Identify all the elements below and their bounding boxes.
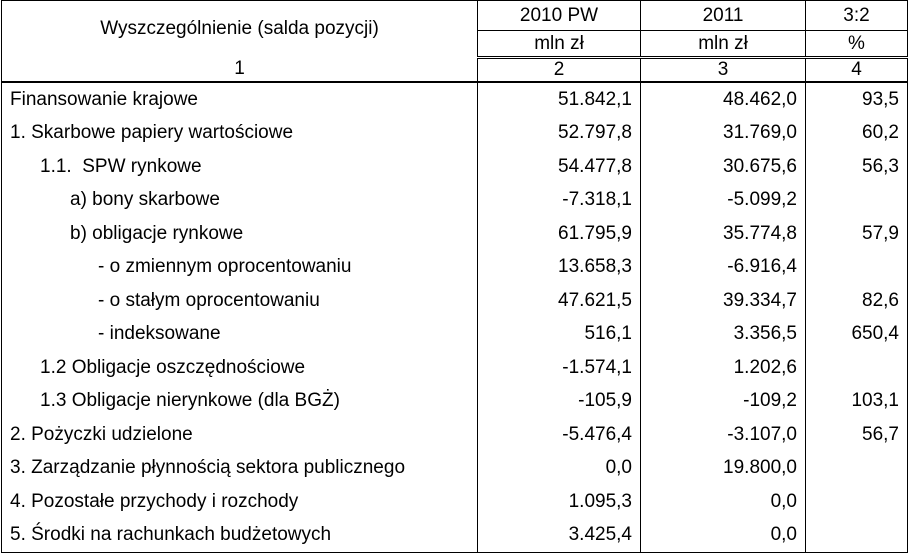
value-cell: -6.916,4: [640, 250, 806, 284]
value-cell: 60,2: [805, 116, 908, 150]
value-cell: 82,6: [805, 284, 908, 318]
header-row: mln zł mln zł %: [2, 30, 908, 59]
row-label: 3. Zarządzanie płynnością sektora public…: [1, 451, 478, 485]
table-row: b) obligacje rynkowe 61.795,9 35.774,8 57,9: [1, 217, 908, 251]
column-number: 1: [1, 57, 478, 83]
column-number: 3: [640, 57, 806, 83]
row-label: - o zmiennym oprocentowaniu: [1, 250, 478, 284]
row-label: 1.2 Obligacje oszczędnościowe: [1, 351, 478, 385]
value-cell: -5.476,4: [477, 418, 641, 452]
table-row: 3. Zarządzanie płynnością sektora public…: [1, 451, 908, 485]
row-label: 1. Skarbowe papiery wartościowe: [1, 116, 478, 150]
value-cell: -5.099,2: [640, 183, 806, 217]
value-cell: 3.425,4: [477, 518, 641, 553]
header-unit: mln zł: [640, 30, 806, 59]
value-cell: [805, 183, 908, 217]
table-row: 5. Środki na rachunkach budżetowych 3.425…: [1, 518, 908, 553]
value-cell: [805, 250, 908, 284]
row-label: 2. Pożyczki udzielone: [1, 418, 478, 452]
header-row: Wyszczególnienie (salda pozycji) 2010 PW…: [1, 0, 908, 58]
table-row: 2. Pożyczki udzielone -5.476,4 -3.107,0 56,…: [1, 418, 908, 452]
value-cell: 650,4: [805, 317, 908, 351]
header-unit: %: [805, 30, 908, 59]
table-row: 1.3 Obligacje nierynkowe (dla BGŻ) -105,9…: [1, 384, 908, 418]
value-cell: 47.621,5: [477, 284, 641, 318]
value-cell: [805, 451, 908, 485]
value-cell: 0,0: [640, 518, 806, 553]
row-label: 1.3 Obligacje nierynkowe (dla BGŻ): [1, 384, 478, 418]
table-row: - o stałym oprocentowaniu 47.621,5 39.334,…: [1, 284, 908, 318]
table-row: 4. Pozostałe przychody i rozchody 1.095,3…: [1, 485, 908, 519]
row-label: - o stałym oprocentowaniu: [1, 284, 478, 318]
value-cell: 56,3: [805, 150, 908, 184]
table-row: 1.1. SPW rynkowe 54.477,8 30.675,6 56,3: [1, 150, 908, 184]
value-cell: 39.334,7: [640, 284, 806, 318]
value-cell: 30.675,6: [640, 150, 806, 184]
value-cell: 54.477,8: [477, 150, 641, 184]
value-cell: 103,1: [805, 384, 908, 418]
column-number: 4: [805, 57, 908, 83]
value-cell: 13.658,3: [477, 250, 641, 284]
header-period: 3:2: [805, 0, 908, 31]
table-row: - o zmiennym oprocentowaniu 13.658,3 -6.91…: [1, 250, 908, 284]
header-period: 2010 PW: [477, 0, 641, 31]
value-cell: 48.462,0: [640, 82, 806, 117]
row-label: 1.1. SPW rynkowe: [1, 150, 478, 184]
value-cell: 516,1: [477, 317, 641, 351]
value-cell: [805, 351, 908, 385]
value-cell: 56,7: [805, 418, 908, 452]
value-cell: [805, 485, 908, 519]
value-cell: 0,0: [477, 451, 641, 485]
value-cell: -3.107,0: [640, 418, 806, 452]
column-number-row: 1 2 3 4: [1, 57, 908, 83]
header-period: 2011: [640, 0, 806, 31]
value-cell: -1.574,1: [477, 351, 641, 385]
value-cell: 31.769,0: [640, 116, 806, 150]
row-label: 4. Pozostałe przychody i rozchody: [1, 485, 478, 519]
row-label: - indeksowane: [1, 317, 478, 351]
row-label: Finansowanie krajowe: [1, 82, 478, 117]
value-cell: 61.795,9: [477, 217, 641, 251]
row-label: b) obligacje rynkowe: [1, 217, 478, 251]
value-cell: 51.842,1: [477, 82, 641, 117]
value-cell: 93,5: [805, 82, 908, 117]
table-row: Finansowanie krajowe 51.842,1 48.462,0 93,5: [1, 82, 908, 117]
value-cell: 1.202,6: [640, 351, 806, 385]
table-row: 1.2 Obligacje oszczędnościowe -1.574,1 1.2…: [1, 351, 908, 385]
value-cell: 1.095,3: [477, 485, 641, 519]
value-cell: -105,9: [477, 384, 641, 418]
table-row: 1. Skarbowe papiery wartościowe 52.797,8 3…: [1, 116, 908, 150]
value-cell: 52.797,8: [477, 116, 641, 150]
row-label: a) bony skarbowe: [1, 183, 478, 217]
value-cell: [805, 518, 908, 553]
value-cell: 57,9: [805, 217, 908, 251]
value-cell: 19.800,0: [640, 451, 806, 485]
table-row: a) bony skarbowe -7.318,1 -5.099,2: [1, 183, 908, 217]
value-cell: 0,0: [640, 485, 806, 519]
value-cell: -109,2: [640, 384, 806, 418]
value-cell: 35.774,8: [640, 217, 806, 251]
header-label: Wyszczególnienie (salda pozycji): [1, 0, 478, 58]
row-label: 5. Środki na rachunkach budżetowych: [1, 518, 478, 553]
column-number: 2: [477, 57, 641, 83]
value-cell: -7.318,1: [477, 183, 641, 217]
value-cell: 3.356,5: [640, 317, 806, 351]
table-row: - indeksowane 516,1 3.356,5 650,4: [1, 317, 908, 351]
header-unit: mln zł: [477, 30, 641, 59]
